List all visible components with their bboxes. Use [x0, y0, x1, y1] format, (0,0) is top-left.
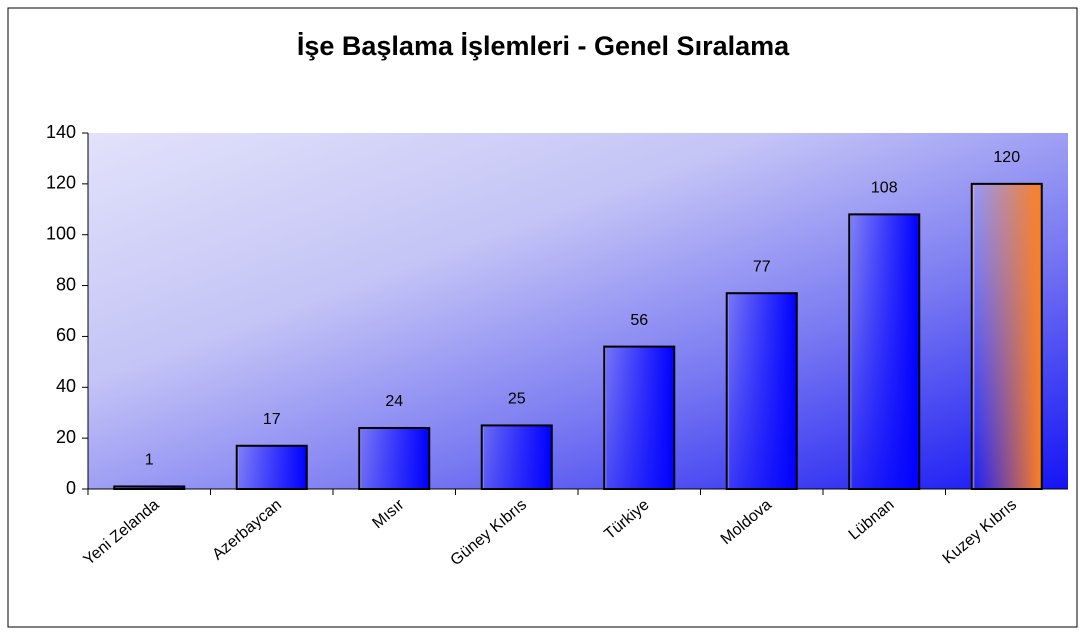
value-label: 56	[630, 312, 648, 329]
y-tick-label: 60	[56, 325, 76, 345]
bar	[848, 213, 921, 490]
bar	[603, 345, 676, 490]
y-tick-label: 120	[46, 173, 76, 193]
y-tick-label: 20	[56, 427, 76, 447]
y-tick-label: 0	[66, 478, 76, 498]
y-tick-label: 40	[56, 376, 76, 396]
value-label: 17	[263, 411, 281, 428]
bar	[235, 444, 308, 490]
bar	[725, 292, 798, 491]
value-label: 25	[508, 391, 526, 408]
value-label: 1	[145, 452, 154, 469]
chart-title: İşe Başlama İşlemleri - Genel Sıralama	[297, 31, 790, 61]
y-tick-label: 100	[46, 223, 76, 243]
plot-area	[88, 133, 1068, 489]
bar	[970, 182, 1043, 490]
bar	[113, 485, 186, 491]
bar	[358, 426, 431, 491]
value-label: 77	[753, 258, 771, 275]
y-tick-label: 140	[46, 122, 76, 142]
bar	[480, 424, 553, 490]
value-label: 24	[385, 393, 403, 410]
value-label: 120	[993, 149, 1020, 166]
y-tick-label: 80	[56, 274, 76, 294]
value-label: 108	[871, 180, 898, 197]
